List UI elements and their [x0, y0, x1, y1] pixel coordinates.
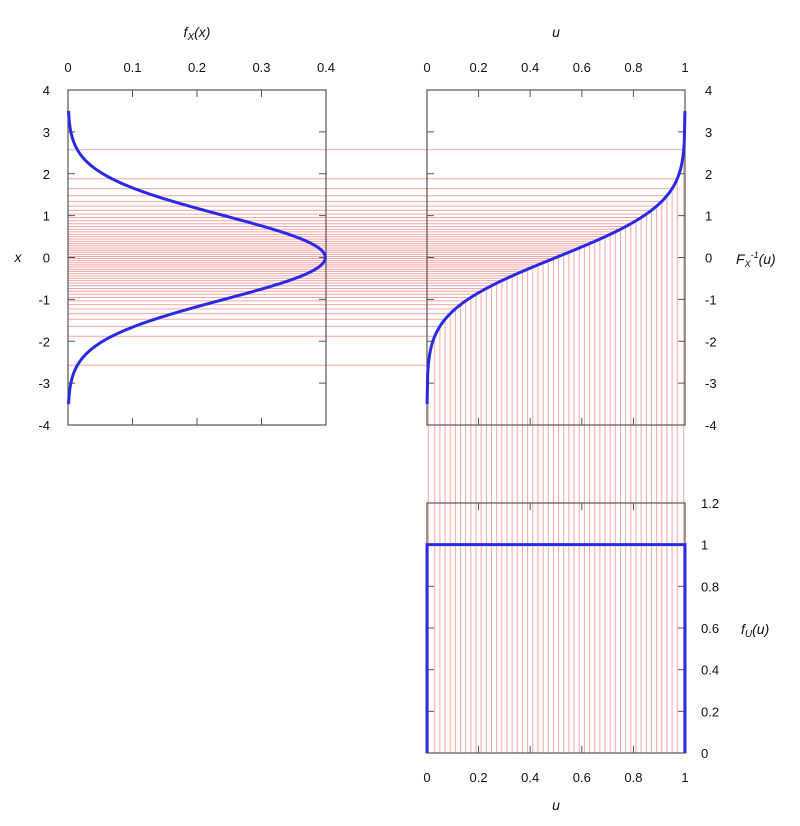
density-y-tick-label: -1 [38, 292, 50, 307]
density-top-axis-title-arg: (x) [194, 24, 210, 40]
quantile-x-tick-label: 0.6 [573, 60, 591, 75]
quantile-y-tick-label: -4 [705, 418, 717, 433]
density-y-tick-label: -2 [38, 334, 50, 349]
density-top-axis-title: fX(x) [184, 24, 211, 43]
quantile-right-axis-title-arg: (u) [759, 251, 776, 267]
quantile-right-axis-title: FX-1(u) [736, 250, 776, 269]
density-y-tick-label: -4 [38, 418, 50, 433]
quantile-y-tick-label: 0 [705, 251, 712, 266]
uniform-right-axis-title: fU(u) [741, 621, 769, 640]
density-y-tick-label: 0 [43, 251, 50, 266]
density-curve [67, 110, 327, 405]
density-left-axis-title: x [14, 249, 23, 265]
uniform-x-tick-label: 0.8 [624, 770, 642, 785]
quantile-y-tick-label: 1 [705, 209, 712, 224]
density-top-axis-title-sub: X [186, 32, 194, 43]
uniform-bottom-axis-title: u [552, 797, 560, 813]
uniform-y-tick-label: 0.6 [701, 621, 719, 636]
density-y-tick-label: 3 [43, 125, 50, 140]
uniform-x-tick-label: 0.2 [470, 770, 488, 785]
uniform-x-tick-label: 0 [423, 770, 430, 785]
uniform-x-tick-label: 0.4 [521, 770, 539, 785]
uniform-y-tick-label: 1 [701, 538, 708, 553]
uniform-y-tick-label: 0.2 [701, 704, 719, 719]
density-x-tick-label: 0.4 [317, 60, 335, 75]
uniform-y-tick-label: 0.8 [701, 579, 719, 594]
density-x-tick-label: 0.1 [123, 60, 141, 75]
quantile-x-tick-label: 0.2 [470, 60, 488, 75]
quantile-top-axis-title: u [552, 24, 560, 40]
uniform-right-axis-title-sub: U [745, 629, 753, 640]
quantile-y-tick-label: -1 [705, 292, 717, 307]
uniform-y-tick-label: 0 [701, 746, 708, 761]
density-x-tick-label: 0.2 [188, 60, 206, 75]
uniform-panel: 0 0.2 0.4 0.6 0.8 1 1.2 1 0.8 0.6 0.4 0.2 0 u fU(u) [423, 496, 769, 813]
density-x-tick-label: 0.3 [252, 60, 270, 75]
quantile-x-tick-label: 0.4 [521, 60, 539, 75]
uniform-x-tick-label: 1 [681, 770, 688, 785]
quantile-x-tick-label: 0.8 [624, 60, 642, 75]
density-x-tick-label: 0 [64, 60, 71, 75]
sample-lines-layer [68, 149, 685, 753]
quantile-ticks: 0 0.2 0.4 0.6 0.8 1 4 3 2 1 0 -1 -2 -3 -4 [423, 60, 716, 433]
quantile-y-tick-label: -3 [705, 376, 717, 391]
quantile-right-axis-title-sup: -1 [751, 250, 759, 260]
quantile-x-tick-label: 0 [423, 60, 430, 75]
density-panel-frame [67, 89, 327, 426]
uniform-y-tick-label: 1.2 [701, 496, 719, 511]
uniform-density-line [425, 543, 687, 753]
quantile-y-tick-label: -2 [705, 334, 717, 349]
uniform-x-tick-label: 0.6 [573, 770, 591, 785]
quantile-y-tick-label: 3 [705, 125, 712, 140]
density-y-tick-label: -3 [38, 376, 50, 391]
uniform-ticks: 0 0.2 0.4 0.6 0.8 1 1.2 1 0.8 0.6 0.4 0.2 0 [423, 496, 719, 785]
uniform-right-axis-title-arg: (u) [752, 621, 769, 637]
quantile-y-tick-label: 2 [705, 167, 712, 182]
density-y-tick-label: 1 [43, 209, 50, 224]
quantile-curve [425, 111, 687, 404]
quantile-right-axis-title-sub: X [744, 259, 752, 269]
quantile-panel: 0 0.2 0.4 0.6 0.8 1 4 3 2 1 0 -1 -2 -3 -4 u FX-1(u) [423, 24, 775, 433]
quantile-x-tick-label: 1 [681, 60, 688, 75]
density-ticks: 0 0.1 0.2 0.3 0.4 4 3 2 1 0 -1 -2 -3 -4 [38, 60, 335, 433]
density-y-tick-label: 2 [43, 167, 50, 182]
uniform-y-tick-label: 0.4 [701, 663, 719, 678]
density-y-tick-label: 4 [43, 83, 50, 98]
quantile-y-tick-label: 4 [705, 83, 712, 98]
density-panel: 0 0.1 0.2 0.3 0.4 4 3 2 1 0 -1 -2 -3 -4 fX(x) x [14, 24, 336, 433]
